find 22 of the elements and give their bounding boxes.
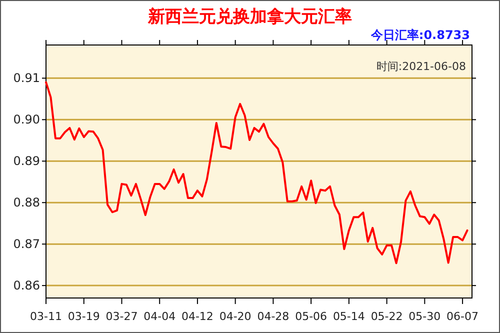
x-tick-label: 04-20: [219, 310, 252, 323]
y-tick-label: 0.87: [13, 237, 40, 252]
y-tick-label: 0.90: [13, 112, 40, 127]
x-tick-label: 03-19: [68, 310, 100, 323]
x-tick-label: 05-22: [370, 310, 403, 323]
chart-title: 新西兰元兑换加拿大元汇率: [147, 7, 352, 27]
x-tick-label: 04-28: [257, 310, 290, 323]
y-tick-label: 0.86: [13, 278, 40, 293]
x-tick-label: 04-04: [144, 310, 176, 323]
x-tick-label: 05-14: [332, 310, 365, 323]
x-tick-label: 03-27: [106, 310, 138, 323]
x-tick-label: 05-30: [408, 310, 441, 323]
annotation: 时间:2021-06-08: [376, 60, 466, 73]
y-tick-label: 0.88: [13, 196, 40, 210]
y-tick-label: 0.89: [13, 154, 40, 168]
text: 今日汇率:0.8733: [370, 28, 470, 42]
y-tick-label: 0.91: [13, 71, 40, 86]
x-tick-label: 03-11: [30, 310, 62, 323]
x-tick-label: 05-06: [295, 310, 328, 323]
x-tick-label: 04-12: [181, 310, 214, 323]
line-series: [45, 81, 468, 264]
x-tick-label: 06-07: [446, 310, 479, 323]
